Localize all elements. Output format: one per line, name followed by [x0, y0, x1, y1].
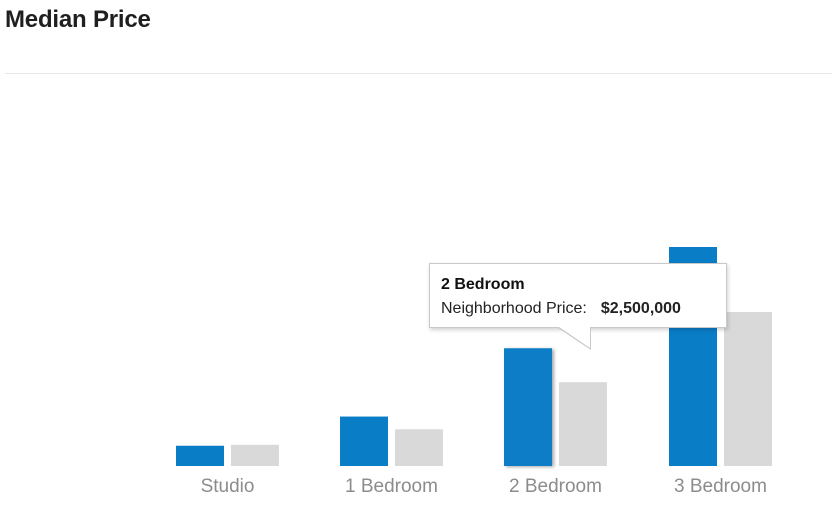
bar-comparison-1-bedroom[interactable]: [395, 429, 443, 466]
tooltip-row: Neighborhood Price: $2,500,000: [441, 296, 714, 322]
bar-tooltip: 2 Bedroom Neighborhood Price: $2,500,000: [429, 263, 727, 350]
page-title: Median Price: [5, 6, 151, 33]
bar-comparison-2-bedroom[interactable]: [559, 382, 607, 466]
x-tick-label: 3 Bedroom: [674, 476, 767, 497]
tooltip-caret-fill: [559, 327, 590, 348]
bar-group-studio[interactable]: [176, 444, 279, 466]
bar-comparison-studio[interactable]: [231, 444, 279, 466]
bar-neighborhood-1-bedroom[interactable]: [340, 416, 388, 466]
x-tick-label: 2 Bedroom: [509, 476, 602, 497]
bar-neighborhood-2-bedroom[interactable]: [504, 348, 552, 466]
bar-comparison-3-bedroom[interactable]: [724, 311, 772, 466]
tooltip-title: 2 Bedroom: [441, 276, 525, 293]
title-divider: [5, 73, 832, 74]
tooltip-value: $2,500,000: [600, 300, 681, 317]
bar-neighborhood-studio[interactable]: [176, 445, 224, 466]
bar-group-2-bedroom[interactable]: [504, 348, 607, 466]
bar-group-1-bedroom[interactable]: [340, 416, 443, 466]
tooltip-label: Neighborhood Price:: [441, 300, 587, 317]
x-tick-label: 1 Bedroom: [345, 476, 438, 497]
x-tick-label: Studio: [201, 476, 255, 497]
